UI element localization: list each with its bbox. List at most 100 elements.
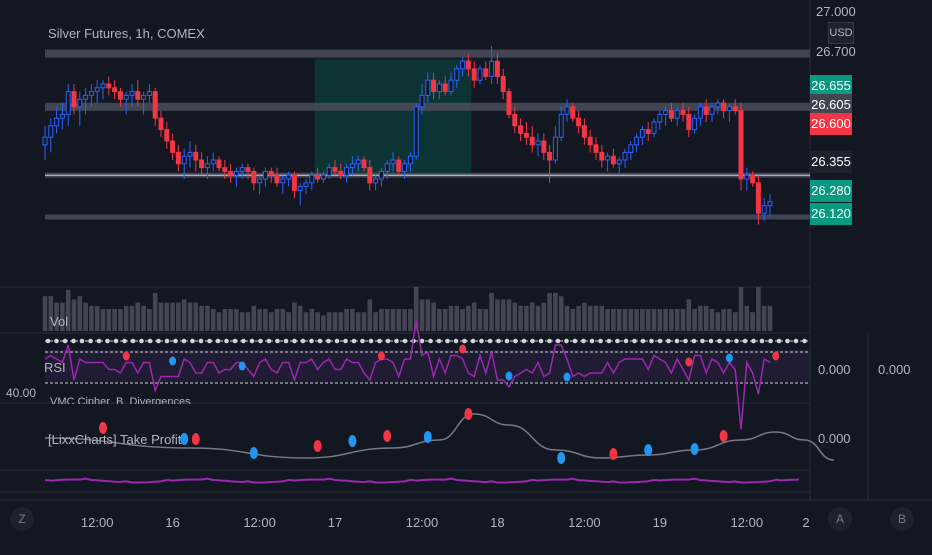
- volume-bar: [692, 309, 697, 331]
- rsi-marker: [742, 338, 748, 344]
- candle-body: [291, 174, 297, 191]
- auto-scale-button[interactable]: A: [828, 507, 852, 531]
- rsi-marker: [394, 338, 399, 344]
- rsi-marker: [122, 338, 127, 344]
- volume-bar: [303, 312, 309, 331]
- time-label: 17: [327, 515, 343, 530]
- volume-bar: [274, 309, 280, 331]
- candle-body: [663, 110, 669, 115]
- rsi-marker: [241, 338, 246, 344]
- volume-bar: [611, 309, 616, 331]
- volume-bar: [460, 309, 465, 331]
- candle-body: [692, 117, 698, 131]
- volume-bar: [402, 309, 407, 331]
- rsi-marker: [351, 338, 357, 344]
- volume-bar: [257, 309, 262, 331]
- rsi-marker: [258, 338, 263, 344]
- volume-bar: [245, 312, 251, 331]
- rsi-marker: [785, 338, 790, 344]
- volume-bar: [292, 302, 297, 331]
- time-label: 12:00: [568, 515, 601, 530]
- volume-bar: [350, 309, 355, 331]
- rsi-label: RSI: [44, 360, 66, 375]
- volume-bar: [135, 302, 141, 331]
- candle-body: [222, 167, 228, 172]
- candle-body: [367, 167, 373, 184]
- take-profit-dot: [609, 448, 618, 460]
- candle-body: [320, 174, 326, 180]
- volume-bar: [605, 309, 610, 331]
- candle-body: [257, 178, 263, 184]
- rsi-marker: [419, 338, 425, 344]
- candle-body: [523, 132, 529, 138]
- volume-bar: [373, 312, 378, 331]
- rsi-marker: [717, 338, 722, 344]
- candle-body: [402, 163, 408, 172]
- candle-body: [48, 125, 54, 138]
- candle-body: [436, 83, 442, 93]
- rsi-marker: [521, 338, 527, 344]
- volume-bar: [367, 299, 373, 331]
- candle-body: [245, 167, 251, 172]
- candle-body: [564, 106, 570, 115]
- rsi-signal-dot: [238, 361, 246, 371]
- candle-body: [593, 144, 599, 153]
- candle-body: [199, 159, 205, 169]
- volume-bar: [437, 309, 442, 331]
- rsi-marker: [657, 338, 663, 344]
- candle-body: [518, 125, 524, 134]
- candle-body: [500, 75, 506, 93]
- volume-bar: [750, 312, 755, 331]
- volume-bar: [593, 305, 599, 331]
- candle-body: [622, 151, 628, 161]
- zoom-button[interactable]: Z: [10, 507, 34, 531]
- candle-body: [378, 170, 384, 180]
- take-profit-dot: [644, 444, 653, 456]
- take-profit-dot: [423, 431, 432, 443]
- candle-body: [587, 136, 593, 146]
- price-label: 26.120: [810, 202, 852, 225]
- rsi-marker: [181, 338, 187, 344]
- volume-bar: [744, 305, 750, 331]
- volume-bar: [640, 309, 645, 331]
- rsi-marker: [309, 338, 314, 344]
- rsi-marker: [54, 338, 59, 344]
- rsi-marker: [589, 338, 595, 344]
- candle-body: [419, 94, 425, 108]
- rsi-marker: [555, 338, 561, 344]
- candle-body: [744, 174, 750, 180]
- rsi-marker: [734, 338, 739, 344]
- candle-body: [726, 106, 732, 112]
- rsi-marker: [776, 338, 782, 344]
- candle-body: [65, 91, 71, 115]
- volume-bar: [529, 302, 535, 331]
- candle-body: [326, 167, 332, 176]
- candle-body: [547, 151, 553, 161]
- candle-body: [535, 140, 541, 146]
- rsi-marker: [564, 338, 569, 344]
- candle-body: [175, 151, 181, 165]
- candle-body: [112, 87, 118, 93]
- volume-bar: [396, 309, 402, 331]
- rsi-marker: [343, 338, 348, 344]
- rsi-signal-dot: [459, 344, 467, 354]
- currency-badge[interactable]: USD: [828, 22, 854, 44]
- time-label: 2: [802, 515, 810, 530]
- rsi-marker: [207, 338, 212, 344]
- volume-label: Vol: [50, 314, 69, 329]
- right-scale-button[interactable]: B: [890, 507, 914, 531]
- candle-body: [680, 110, 686, 115]
- rsi-marker: [504, 338, 510, 344]
- candle-body: [77, 98, 83, 108]
- candle-body: [54, 117, 60, 127]
- volume-bar: [541, 302, 547, 331]
- candle-body: [158, 117, 164, 131]
- take-profit-dot: [249, 447, 258, 459]
- rsi-marker: [317, 338, 323, 344]
- rsi-marker: [598, 338, 603, 344]
- horizontal-levels: [45, 49, 810, 220]
- rsi-marker: [224, 338, 229, 344]
- rsi-marker: [292, 338, 297, 344]
